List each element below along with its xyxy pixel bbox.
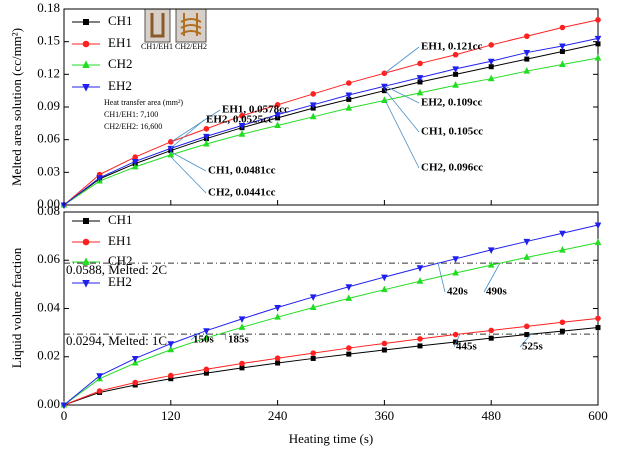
marker <box>560 320 565 325</box>
y-axis-label: Liquid volume fraction <box>9 247 24 368</box>
y-tick-label: 0.09 <box>37 98 60 113</box>
marker <box>204 126 209 131</box>
inset-note: Heat transfer area (mm²) <box>104 98 183 107</box>
legend-label: CH1 <box>108 13 133 28</box>
marker <box>133 380 138 385</box>
y-tick-label: 0.12 <box>37 65 60 80</box>
annotation: 525s <box>522 341 544 353</box>
background <box>0 0 618 456</box>
y-tick-label: 0.08 <box>37 203 60 218</box>
legend-marker <box>84 219 89 224</box>
marker <box>382 348 386 352</box>
marker <box>560 25 565 30</box>
annotation: 150s <box>193 334 215 346</box>
x-tick-label: 0 <box>61 408 68 423</box>
marker <box>97 389 102 394</box>
marker <box>418 337 423 342</box>
y-tick-label: 0.06 <box>37 251 60 266</box>
marker <box>525 324 530 329</box>
marker <box>418 61 423 66</box>
marker <box>525 333 529 337</box>
inset-label: CH1/EH1 <box>141 42 173 51</box>
x-tick-label: 240 <box>268 408 288 423</box>
legend-label: CH2 <box>108 56 133 71</box>
marker <box>169 140 174 145</box>
annotation: CH2, 0.096cc <box>421 162 483 174</box>
y-tick-label: 0.03 <box>37 163 60 178</box>
marker <box>347 352 351 356</box>
legend-label: EH2 <box>108 78 132 93</box>
marker <box>311 92 316 97</box>
marker <box>596 326 600 330</box>
y-tick-label: 0.15 <box>37 33 60 48</box>
marker <box>347 81 352 86</box>
marker <box>240 366 244 370</box>
y-tick-label: 0.04 <box>37 299 60 314</box>
annotation: CH1, 0.105cc <box>421 126 483 138</box>
annotation: CH2, 0.0441cc <box>208 187 276 199</box>
annotation: 185s <box>228 334 250 346</box>
marker <box>525 34 530 39</box>
annotation: EH2, 0.0525cc <box>206 114 273 126</box>
legend-label: EH1 <box>108 233 132 248</box>
annotation: 420s <box>447 286 469 298</box>
legend-label: CH1 <box>108 212 133 227</box>
annotation: EH1, 0.121cc <box>421 41 483 53</box>
annotation: 490s <box>486 286 508 298</box>
x-tick-label: 120 <box>161 408 181 423</box>
marker <box>169 373 174 378</box>
inset-note: CH1/EH1: 7,100 <box>104 110 158 119</box>
marker <box>275 356 280 361</box>
legend-marker <box>83 41 89 47</box>
annotation: EH2, 0.109cc <box>421 97 483 109</box>
marker <box>525 57 529 61</box>
inset-label: CH2/EH2 <box>175 42 207 51</box>
marker <box>347 346 352 351</box>
chart: 0.00 0.03 0.06 0.09 0.12 0.15 0.18 Melted area … <box>0 0 618 456</box>
marker <box>311 351 316 356</box>
marker <box>596 18 601 23</box>
legend-label: EH1 <box>108 35 132 50</box>
marker <box>418 344 422 348</box>
marker <box>489 328 494 333</box>
legend-marker <box>83 239 89 245</box>
y-tick-label: 0.18 <box>37 0 60 15</box>
marker <box>489 43 494 48</box>
legend-label: CH2 <box>108 253 133 268</box>
marker <box>276 361 280 365</box>
inset-images <box>145 9 206 42</box>
reference-label: 0.0294, Melted: 1C <box>66 333 167 348</box>
x-axis-label: Heating time (s) <box>289 431 373 446</box>
legend-marker <box>84 20 89 25</box>
marker <box>311 356 315 360</box>
y-tick-label: 0.00 <box>37 396 60 411</box>
marker <box>382 71 387 76</box>
marker <box>133 155 138 160</box>
marker <box>560 329 564 333</box>
annotation: CH1, 0.0481cc <box>208 165 276 177</box>
x-tick-label: 360 <box>375 408 395 423</box>
marker <box>453 332 458 337</box>
marker <box>240 361 245 366</box>
marker <box>489 336 493 340</box>
marker <box>453 52 458 57</box>
x-tick-label: 600 <box>588 408 608 423</box>
y-tick-label: 0.02 <box>37 348 60 363</box>
marker <box>596 316 601 321</box>
x-tick-label: 480 <box>481 408 501 423</box>
inset-note: CH2/EH2: 16,600 <box>104 122 162 131</box>
marker <box>382 341 387 346</box>
y-axis-label: Melted area solution (cc/mm²) <box>9 28 24 186</box>
annotation: 445s <box>456 341 478 353</box>
legend-label: EH2 <box>108 274 132 289</box>
marker <box>204 367 209 372</box>
y-tick-label: 0.06 <box>37 131 60 146</box>
